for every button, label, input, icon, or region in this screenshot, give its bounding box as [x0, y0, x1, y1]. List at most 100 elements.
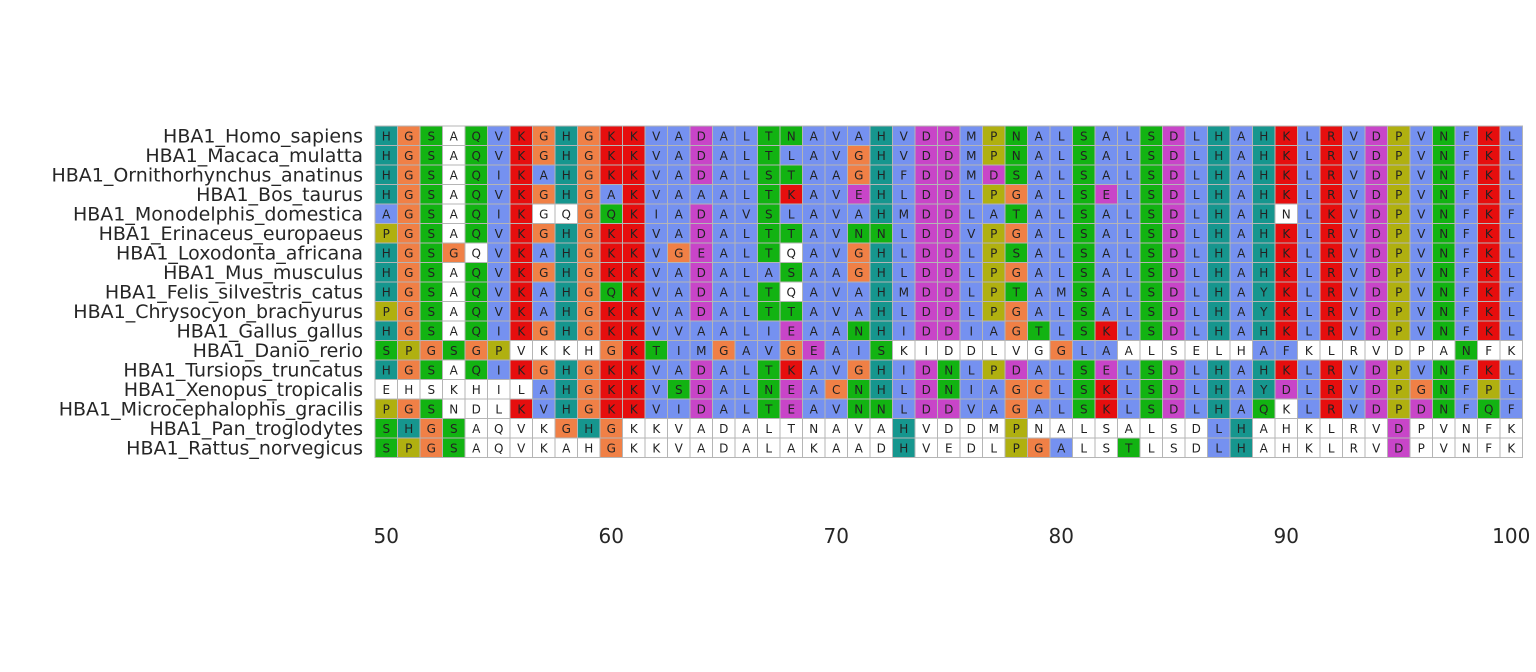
residue-letter: A	[810, 227, 819, 241]
residue-letter: K	[1102, 383, 1111, 397]
residue-letter: L	[1508, 129, 1515, 143]
residue-letter: N	[1439, 149, 1448, 163]
residue-letter: H	[562, 129, 571, 143]
residue-letter: T	[764, 246, 773, 260]
residue-letter: P	[990, 188, 997, 202]
residue-letter: H	[877, 188, 886, 202]
residue-letter: L	[1193, 363, 1200, 377]
residue-letter: F	[1463, 383, 1470, 397]
residue-letter: V	[495, 149, 504, 163]
residue-letter: F	[900, 168, 907, 182]
residue-letter: G	[539, 207, 548, 221]
residue-letter: A	[1237, 266, 1246, 280]
residue-letter: G	[719, 344, 728, 358]
residue-letter: H	[1259, 227, 1268, 241]
residue-letter: A	[855, 441, 864, 455]
residue-letter: S	[427, 188, 435, 202]
residue-letter: L	[1193, 402, 1200, 416]
residue-letter: G	[584, 324, 593, 338]
residue-letter: L	[1125, 363, 1132, 377]
residue-letter: L	[1193, 285, 1200, 299]
residue-letter: A	[675, 168, 684, 182]
residue-letter: P	[1395, 305, 1402, 319]
residue-letter: L	[1193, 168, 1200, 182]
residue-letter: K	[1282, 149, 1291, 163]
residue-letter: A	[990, 207, 999, 221]
residue-letter: H	[1259, 363, 1268, 377]
residue-letter: D	[697, 168, 706, 182]
residue-letter: F	[1463, 227, 1470, 241]
position-tick-label: 60	[599, 524, 624, 548]
residue-letter: P	[990, 305, 997, 319]
residue-letter: L	[1058, 305, 1065, 319]
residue-letter: A	[450, 129, 459, 143]
residue-letter: S	[427, 168, 435, 182]
residue-letter: A	[720, 207, 729, 221]
residue-letter: A	[720, 305, 729, 319]
residue-letter: L	[1125, 305, 1132, 319]
residue-letter: V	[1350, 246, 1359, 260]
residue-letter: K	[630, 383, 639, 397]
residue-letter: S	[1147, 188, 1155, 202]
residue-letter: V	[900, 129, 909, 143]
residue-letter: H	[877, 168, 886, 182]
residue-letter: K	[787, 363, 796, 377]
residue-letter: D	[1169, 227, 1178, 241]
residue-letter: V	[495, 129, 504, 143]
position-tick-label: 100	[1492, 524, 1530, 548]
residue-letter: R	[1327, 129, 1335, 143]
residue-letter: V	[1417, 149, 1426, 163]
residue-letter: G	[404, 246, 413, 260]
residue-letter: D	[1169, 285, 1178, 299]
residue-letter: A	[1057, 422, 1066, 436]
residue-letter: T	[764, 149, 773, 163]
residue-letter: H	[472, 383, 481, 397]
residue-letter: A	[1035, 188, 1044, 202]
residue-letter: K	[517, 227, 526, 241]
residue-letter: L	[1328, 441, 1335, 455]
residue-letter: G	[584, 383, 593, 397]
residue-letter: P	[1395, 266, 1402, 280]
residue-letter: G	[584, 207, 593, 221]
residue-letter: V	[1417, 188, 1426, 202]
residue-letter: V	[652, 227, 661, 241]
residue-letter: N	[1439, 383, 1448, 397]
residue-letter: L	[1193, 246, 1200, 260]
residue-letter: V	[832, 227, 841, 241]
residue-letter: H	[1259, 246, 1268, 260]
residue-letter: D	[697, 363, 706, 377]
residue-letter: L	[968, 246, 975, 260]
residue-letter: L	[1125, 246, 1132, 260]
residue-letter: A	[1102, 207, 1111, 221]
residue-letter: P	[1418, 441, 1425, 455]
residue-letter: T	[787, 305, 796, 319]
residue-letter: K	[1507, 422, 1516, 436]
residue-letter: M	[966, 168, 976, 182]
residue-letter: K	[1282, 363, 1291, 377]
residue-letter: D	[719, 441, 728, 455]
residue-letter: M	[696, 344, 706, 358]
residue-letter: V	[832, 363, 841, 377]
residue-letter: V	[652, 149, 661, 163]
residue-letter: I	[497, 383, 501, 397]
residue-letter: K	[1485, 285, 1494, 299]
residue-letter: N	[449, 402, 458, 416]
residue-letter: A	[540, 168, 549, 182]
residue-letter: K	[787, 188, 796, 202]
residue-letter: K	[540, 344, 549, 358]
residue-letter: G	[539, 324, 548, 338]
residue-letter: G	[854, 363, 863, 377]
residue-letter: V	[742, 207, 751, 221]
residue-letter: G	[607, 422, 616, 436]
residue-letter: V	[652, 188, 661, 202]
residue-letter: L	[968, 207, 975, 221]
residue-letter: D	[922, 129, 931, 143]
residue-letter: A	[450, 266, 459, 280]
residue-letter: L	[968, 285, 975, 299]
residue-letter: V	[675, 441, 684, 455]
residue-letter: A	[450, 149, 459, 163]
residue-letter: S	[1147, 305, 1155, 319]
residue-letter: S	[382, 422, 390, 436]
residue-letter: K	[1305, 422, 1314, 436]
residue-letter: G	[449, 246, 458, 260]
